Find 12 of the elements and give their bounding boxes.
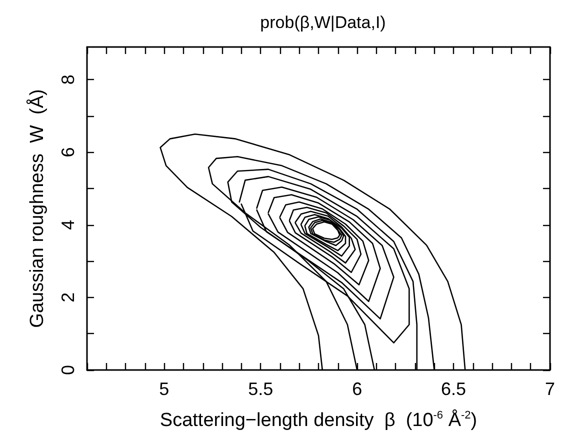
x-tick-label: 5.5 — [248, 379, 274, 399]
y-tick-label: 4 — [58, 220, 78, 230]
y-axis-title: Gaussian roughness W (Å) — [26, 89, 48, 328]
y-tick-label: 6 — [58, 147, 78, 158]
x-tick-label: 6.5 — [441, 379, 466, 399]
y-tick-label: 2 — [58, 292, 78, 302]
y-tick-label: 8 — [58, 74, 78, 85]
x-tick-label: 5 — [159, 379, 170, 399]
y-tick-label: 0 — [58, 364, 78, 376]
chart-title: prob(β,W|Data,I) — [260, 13, 386, 32]
x-tick-label: 7 — [544, 379, 556, 399]
x-tick-label: 6 — [352, 379, 362, 399]
